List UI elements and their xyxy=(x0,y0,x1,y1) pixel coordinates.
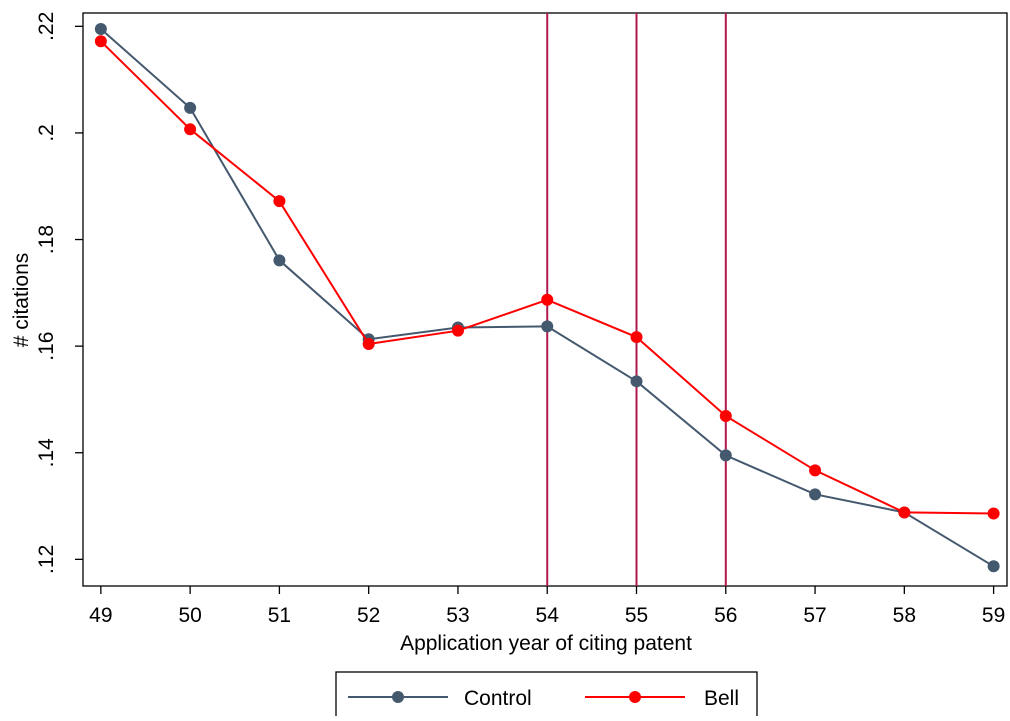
x-tick-label: 55 xyxy=(625,604,648,627)
data-point-control xyxy=(184,101,197,114)
data-point-bell xyxy=(94,35,107,48)
data-point-bell xyxy=(451,324,464,337)
x-tick-label: 49 xyxy=(89,604,112,627)
legend-label-control: Control xyxy=(464,687,532,710)
data-point-bell xyxy=(809,464,822,477)
y-axis-title: # citations xyxy=(10,253,33,348)
data-point-bell xyxy=(630,331,643,344)
data-point-bell xyxy=(541,293,554,306)
reference-lines xyxy=(546,13,727,586)
data-point-control xyxy=(719,449,732,462)
data-point-control xyxy=(273,254,286,267)
x-tick-label: 58 xyxy=(893,604,916,627)
legend: Control Bell xyxy=(335,671,758,721)
x-tick-label: 57 xyxy=(803,604,826,627)
y-tick-label: .2 xyxy=(35,124,58,142)
data-point-control xyxy=(541,320,554,333)
x-tick-label: 59 xyxy=(982,604,1005,627)
data-point-control xyxy=(630,375,643,388)
data-point-bell xyxy=(184,123,197,136)
x-tick-label: 56 xyxy=(714,604,737,627)
y-tick-label: .22 xyxy=(35,12,58,41)
data-point-control xyxy=(809,488,822,501)
y-axis: .12 .14 .16 .18 .2 .22 xyxy=(35,12,83,574)
x-axis-title: Application year of citing patent xyxy=(400,632,692,655)
y-tick-label: .16 xyxy=(35,332,58,361)
data-point-bell xyxy=(987,507,1000,520)
y-tick-label: .18 xyxy=(35,225,58,254)
data-point-bell xyxy=(273,195,286,208)
data-point-control xyxy=(94,22,107,35)
x-tick-label: 50 xyxy=(178,604,201,627)
x-tick-label: 52 xyxy=(357,604,380,627)
series-group xyxy=(94,22,1000,573)
x-tick-label: 53 xyxy=(446,604,469,627)
y-tick-label: .12 xyxy=(35,545,58,574)
x-tick-label: 54 xyxy=(536,604,560,627)
x-tick-label: 51 xyxy=(268,604,291,627)
plot-frame xyxy=(82,12,1008,587)
x-axis: 49 50 51 52 53 54 55 56 57 58 59 xyxy=(89,586,1005,627)
data-point-bell xyxy=(362,338,375,351)
data-point-control xyxy=(987,560,1000,573)
legend-label-bell: Bell xyxy=(704,687,739,710)
data-point-bell xyxy=(719,409,732,422)
legend-marker-bell xyxy=(629,691,641,703)
data-point-bell xyxy=(898,506,911,519)
legend-marker-control xyxy=(392,691,404,703)
y-tick-label: .14 xyxy=(35,438,58,468)
